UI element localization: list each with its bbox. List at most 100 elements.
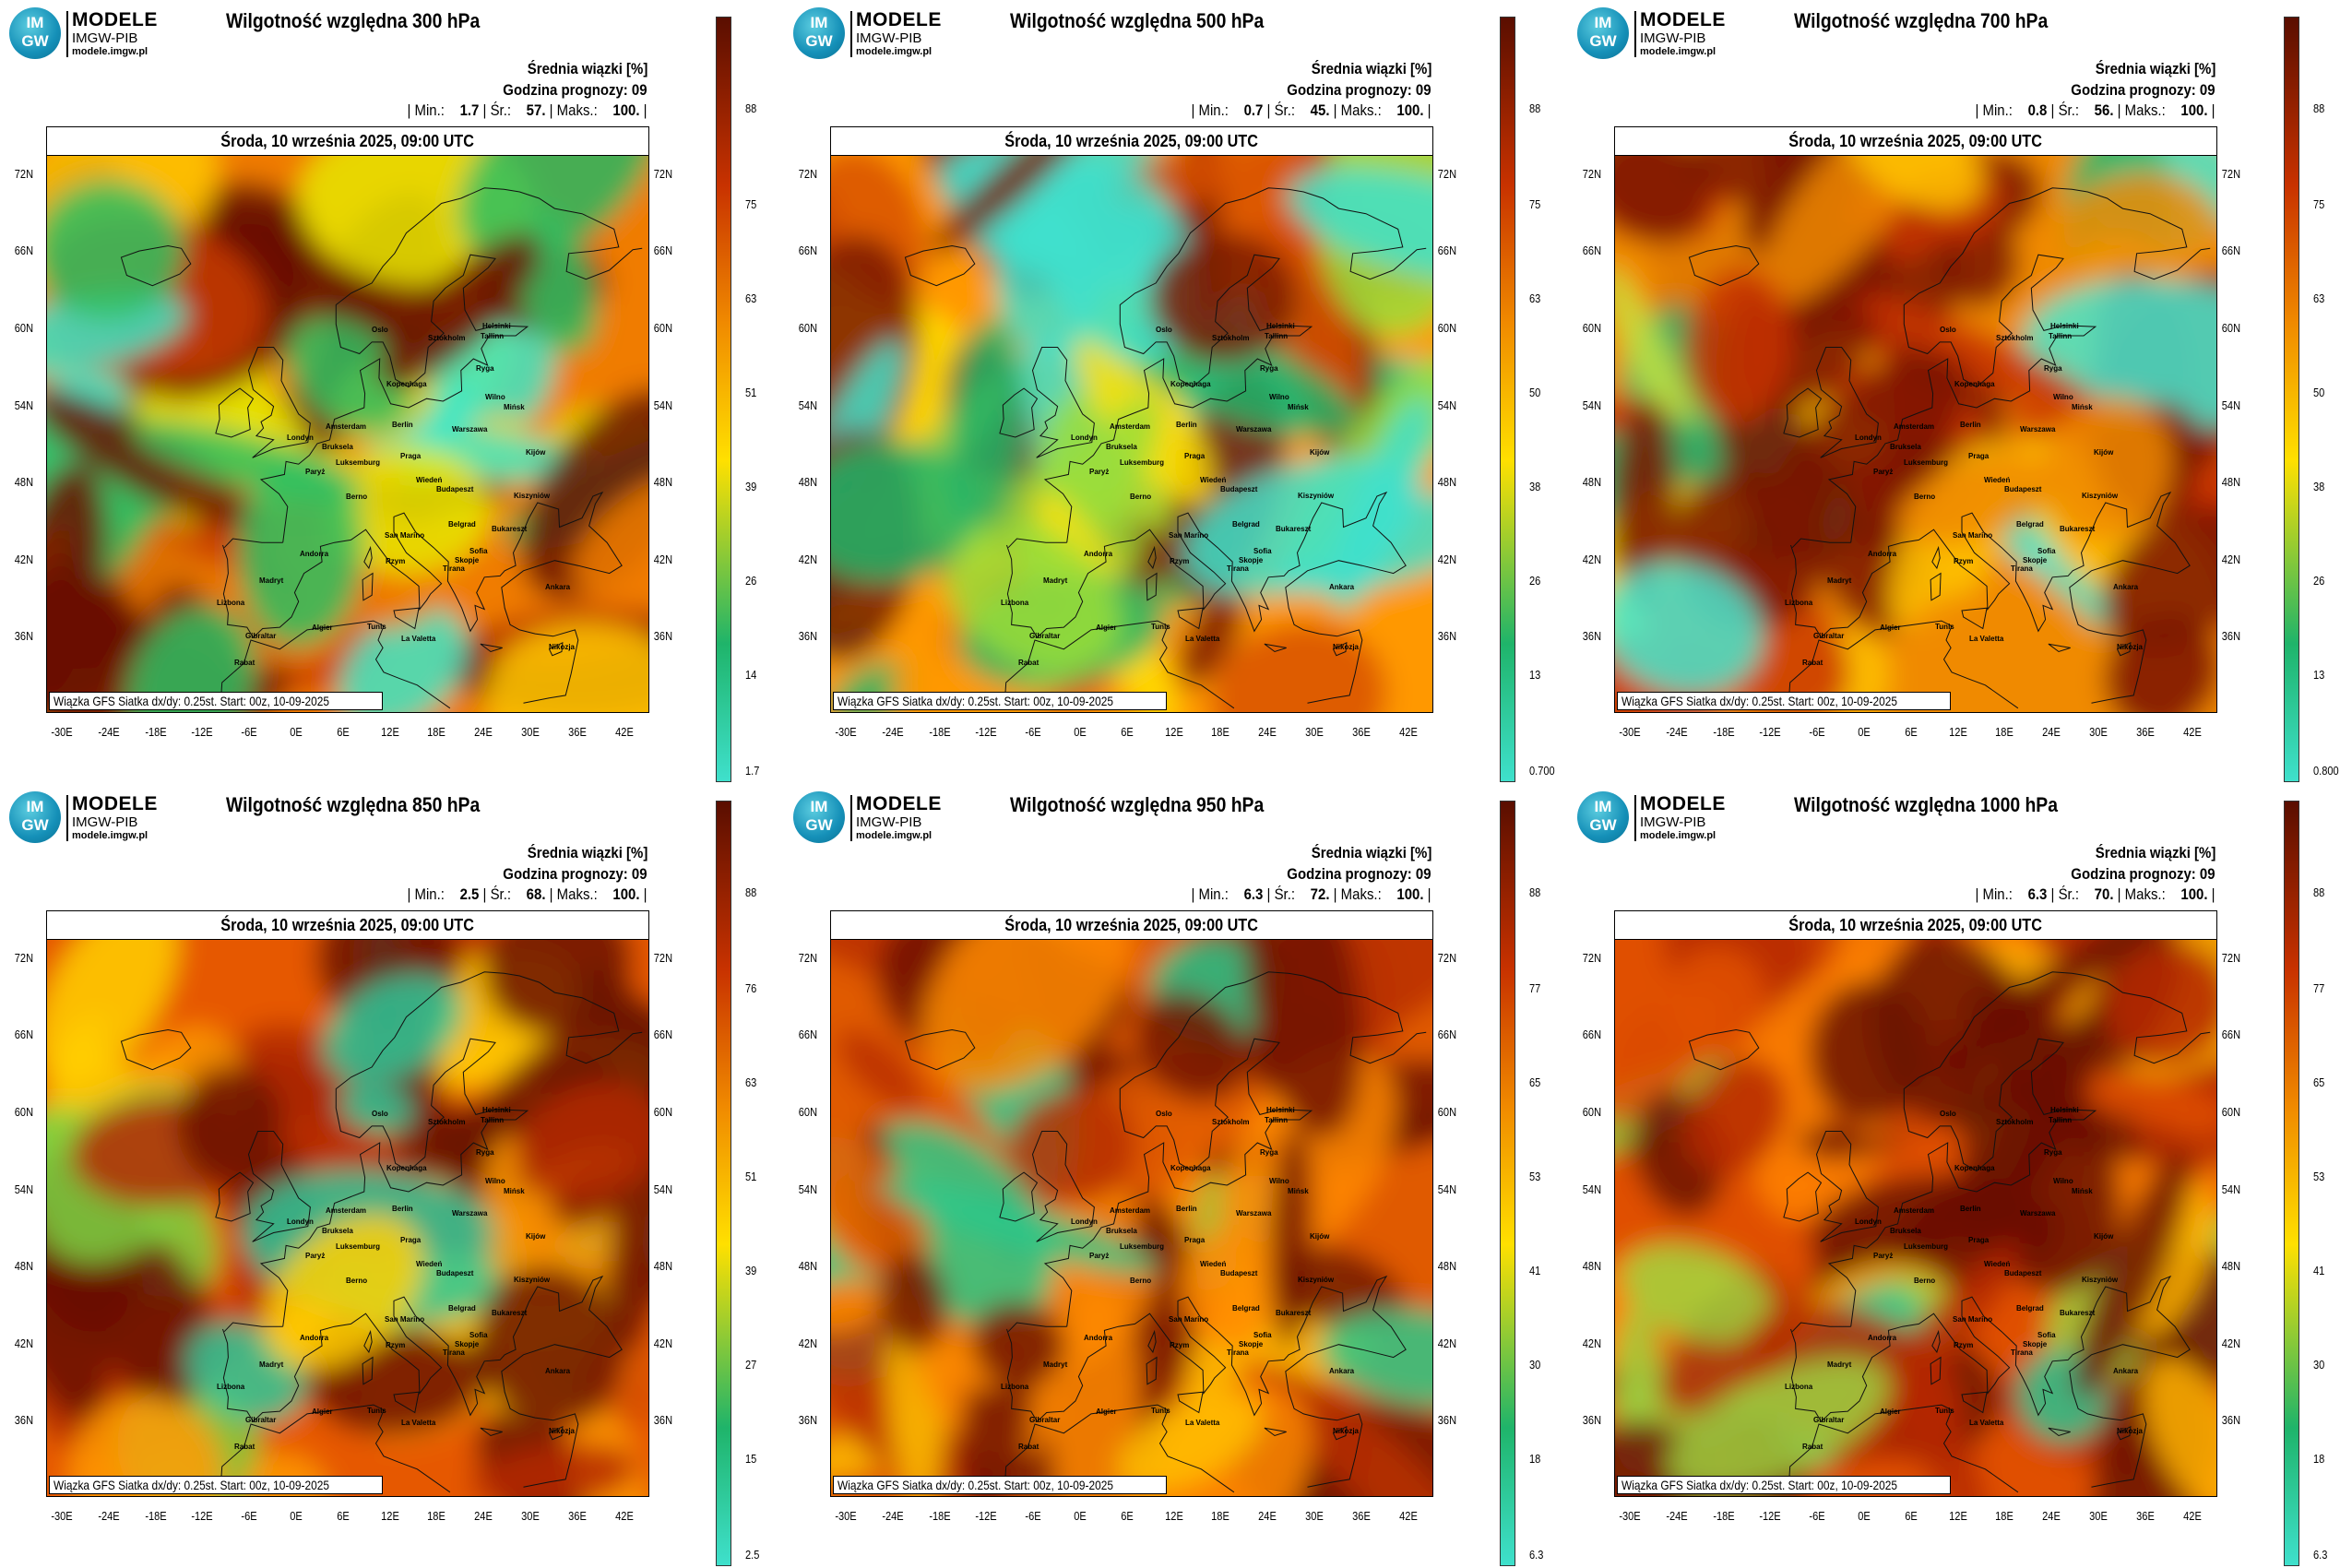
imgw-logo: IM GW MODELE IMGW-PIB modele.imgw.pl — [9, 791, 184, 843]
city-label: Wiedeń — [1984, 1260, 2011, 1268]
city-label: Berno — [346, 1277, 368, 1285]
lat-label-right: 66N — [1437, 1028, 1457, 1041]
logo-title: MODELE — [1640, 9, 1726, 30]
city-label: Warszawa — [1236, 1209, 1272, 1218]
city-label: Budapeszt — [1220, 485, 1258, 493]
lat-label-left: 54N — [14, 398, 34, 412]
panel-title: Wilgotność względna 1000 hPa — [1794, 793, 2058, 816]
lat-label-left: 60N — [14, 1105, 34, 1119]
lon-label: 18E — [1995, 725, 2013, 739]
lat-label-left: 48N — [14, 1259, 34, 1273]
city-label: Praga — [1968, 1236, 1990, 1244]
city-label: Helsinki — [2050, 322, 2079, 330]
lat-label-right: 66N — [1437, 244, 1457, 257]
lon-label: -30E — [1619, 1509, 1641, 1523]
lon-label: -18E — [145, 1509, 167, 1523]
panel-title: Wilgotność względna 300 hPa — [226, 9, 481, 32]
city-label: Belgrad — [448, 520, 476, 529]
lat-label-left: 60N — [14, 321, 34, 335]
city-label: Algier — [312, 624, 333, 632]
city-label: Ryga — [476, 364, 494, 373]
map-panel: IM GW MODELE IMGW-PIB modele.imgw.pl Wil… — [784, 0, 1568, 784]
city-label: Belgrad — [1232, 520, 1260, 529]
city-label: Sofia — [1253, 547, 1272, 555]
city-label: Paryż — [1089, 1252, 1110, 1260]
lon-label: 18E — [1211, 725, 1229, 739]
lon-label: 12E — [1165, 1509, 1183, 1523]
humidity-field — [1615, 940, 2216, 1496]
lon-label: 0E — [290, 1509, 303, 1523]
city-label: Ryga — [2044, 364, 2062, 373]
coastline — [215, 1171, 255, 1222]
city-label: Madryt — [1043, 576, 1068, 585]
lon-label: 0E — [1858, 725, 1871, 739]
colorbar-tick: 13 — [2313, 668, 2325, 682]
city-label: La Valetta — [1185, 635, 1220, 643]
logo-url: modele.imgw.pl — [856, 830, 932, 841]
city-label: Wiedeń — [416, 1260, 443, 1268]
city-label: Belgrad — [2016, 520, 2044, 529]
city-label: Belgrad — [2016, 1304, 2044, 1313]
city-label: Tunis — [367, 1407, 386, 1415]
city-label: Budapeszt — [436, 1269, 474, 1277]
city-label: Belgrad — [448, 1304, 476, 1313]
coastline — [1177, 607, 1204, 630]
forecast-hour: Godzina prognozy: 09 — [503, 81, 647, 99]
city-label: Wiedeń — [1200, 1260, 1227, 1268]
city-label: Tunis — [1935, 1407, 1954, 1415]
lat-label-left: 66N — [14, 1028, 34, 1041]
city-label: Madryt — [1827, 576, 1852, 585]
city-label: Tallinn — [2049, 332, 2073, 340]
lat-label-left: 66N — [798, 244, 818, 257]
city-label: Skopje — [1239, 1340, 1264, 1348]
colorbar-tick: 1.7 — [745, 764, 760, 778]
city-label: Rzym — [386, 1341, 406, 1349]
city-label: Berlin — [1176, 1205, 1197, 1213]
lat-label-left: 72N — [798, 167, 818, 181]
city-label: Amsterdam — [1110, 1206, 1151, 1215]
lat-label-right: 42N — [1437, 1336, 1457, 1350]
colorbar-tick: 15 — [745, 1452, 757, 1466]
city-label: Madryt — [259, 576, 284, 585]
lon-label: -18E — [145, 725, 167, 739]
city-label: Nikozja — [549, 643, 576, 651]
map-frame: Środa, 10 września 2025, 09:00 UTC Oslo S… — [46, 910, 649, 1497]
city-label: Ankara — [2113, 583, 2139, 591]
humidity-map: Oslo Sztokholm Helsinki Tallinn Ryga Kopenhag… — [831, 940, 1432, 1496]
colorbar — [1500, 17, 1515, 782]
logo-subtitle: IMGW-PIB — [856, 814, 922, 830]
city-label: Praga — [1184, 452, 1206, 460]
coastline — [1790, 491, 2191, 704]
coastline — [480, 643, 503, 653]
coastline — [1961, 607, 1988, 630]
city-label: Skopje — [455, 556, 480, 564]
date-bar: Środa, 10 września 2025, 09:00 UTC — [1615, 127, 2216, 156]
city-label: Skopje — [1239, 556, 1264, 564]
colorbar-tick: 63 — [745, 291, 757, 305]
lon-label: -12E — [975, 1509, 997, 1523]
lat-label-right: 72N — [2221, 167, 2241, 181]
coastline — [1043, 971, 1427, 1327]
lon-label: -30E — [1619, 725, 1641, 739]
city-label: Rabat — [1018, 659, 1039, 667]
city-label: Luksemburg — [1904, 1242, 1949, 1251]
lon-label: 18E — [427, 725, 445, 739]
city-label: Lizbona — [217, 1383, 245, 1391]
panel-title: Wilgotność względna 500 hPa — [1010, 9, 1265, 32]
city-label: Nikozja — [549, 1427, 576, 1435]
coastline — [1783, 387, 1823, 438]
coastline — [2048, 1427, 2071, 1437]
lat-label-left: 42N — [798, 552, 818, 566]
city-label: Luksemburg — [336, 458, 381, 467]
city-label: Berno — [1914, 493, 1936, 501]
colorbar-tick: 6.3 — [2313, 1548, 2328, 1562]
city-label: Kiszyniów — [2082, 1276, 2119, 1284]
city-label: Amsterdam — [1894, 1206, 1935, 1215]
city-label: Oslo — [372, 326, 388, 334]
lon-label: -12E — [975, 725, 997, 739]
lat-label-left: 54N — [1582, 398, 1602, 412]
colorbar-tick: 50 — [1529, 386, 1541, 399]
lat-label-right: 66N — [2221, 244, 2241, 257]
city-label: Kijów — [526, 1232, 546, 1241]
city-label: Tirana — [2011, 564, 2033, 573]
